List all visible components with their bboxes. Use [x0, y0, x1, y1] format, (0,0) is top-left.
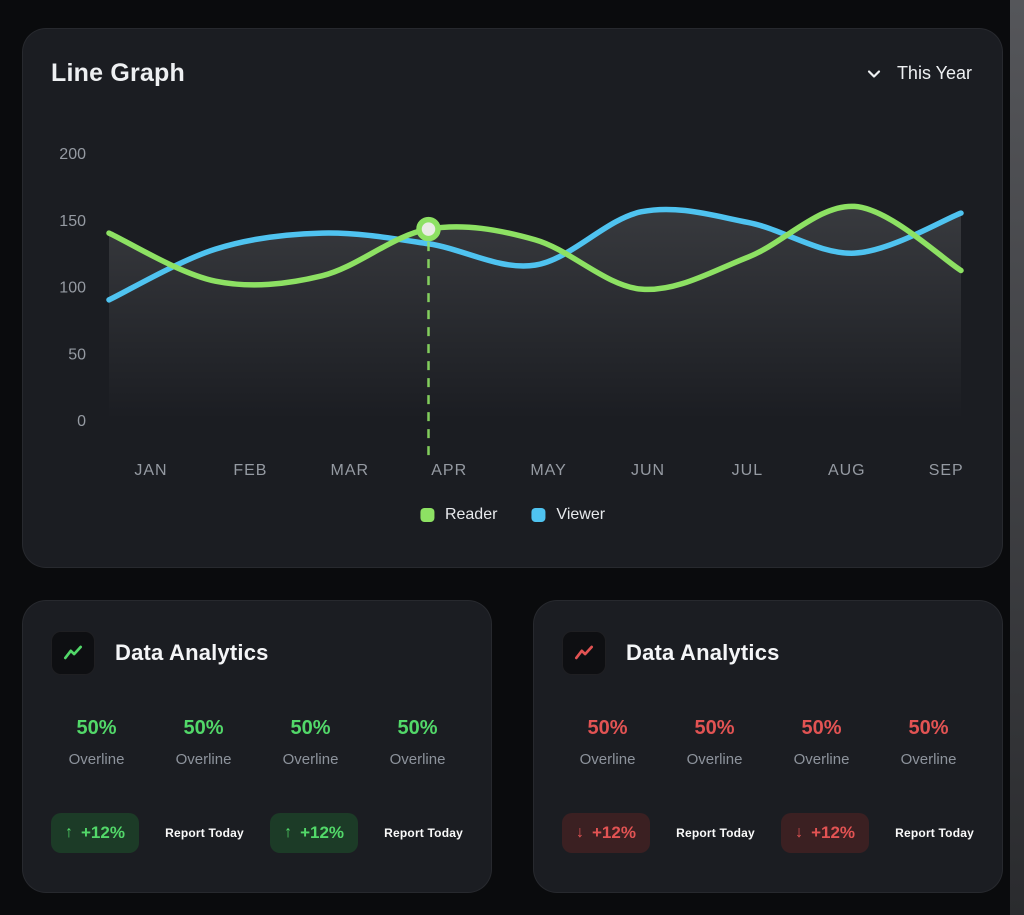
card-footer: ↓ +12% Report Today ↓ +12% Report Today — [562, 813, 974, 853]
stat-value: 50% — [587, 717, 628, 739]
change-badge: ↓ +12% — [781, 813, 870, 853]
stat-label: Overline — [282, 751, 339, 768]
change-badge: ↓ +12% — [562, 813, 650, 853]
arrow-up-icon: ↑ — [65, 824, 73, 841]
legend-item-reader[interactable]: Reader — [419, 506, 498, 524]
line-graph-card: 0 50 100 150 200 JAN FEB MAR APR MAY JUN JUL AUG SEP … — [22, 28, 1003, 568]
x-axis-label: SEP — [929, 462, 964, 479]
y-axis-label: 200 — [59, 146, 86, 163]
stats-row: 50% Overline 50% Overline 50% Overline 5… — [554, 717, 982, 768]
change-badge: ↑ +12% — [270, 813, 359, 853]
report-today-label: Report Today — [165, 826, 244, 840]
card-title: Data Analytics — [626, 640, 780, 665]
card-header: Data Analytics — [51, 631, 269, 675]
chart-legend: Reader Viewer — [419, 506, 605, 524]
stat-value: 50% — [290, 717, 331, 739]
x-axis-label: MAR — [331, 462, 370, 479]
stat-label: Overline — [686, 751, 743, 768]
data-analytics-card-negative: Data Analytics 50% Overline 50% Overline… — [533, 600, 1003, 893]
x-axis-label: AUG — [828, 462, 866, 479]
x-axis-label: MAY — [530, 462, 566, 479]
line-chart: 0 50 100 150 200 JAN FEB MAR APR MAY JUN JUL AUG SEP — [59, 146, 964, 479]
stat-value: 50% — [908, 717, 949, 739]
badge-value: +12% — [592, 823, 636, 842]
report-today-label: Report Today — [676, 826, 755, 840]
stat-value: 50% — [694, 717, 735, 739]
stat-item: 50% Overline — [257, 717, 364, 768]
legend-item-viewer[interactable]: Viewer — [531, 506, 605, 524]
stat-item: 50% Overline — [150, 717, 257, 768]
stat-item: 50% Overline — [43, 717, 150, 768]
stat-label: Overline — [68, 751, 125, 768]
viewer-line — [106, 206, 964, 303]
period-selector-label: This Year — [896, 63, 972, 83]
badge-value: +12% — [811, 823, 856, 842]
stats-row: 50% Overline 50% Overline 50% Overline 5… — [43, 717, 471, 768]
period-selector[interactable]: This Year — [864, 63, 972, 84]
reader-swatch-icon — [419, 508, 434, 522]
chart-title: Line Graph — [51, 59, 185, 87]
arrow-down-icon: ↓ — [795, 824, 804, 841]
card-header: Data Analytics — [562, 631, 780, 675]
stat-value: 50% — [76, 717, 117, 739]
highlight-marker[interactable] — [416, 216, 441, 242]
x-axis-label: FEB — [233, 462, 267, 479]
badge-value: +12% — [81, 823, 125, 842]
y-axis-label: 50 — [68, 346, 86, 363]
badge-value: +12% — [300, 823, 345, 842]
stat-item: 50% Overline — [768, 717, 875, 768]
reader-line — [106, 203, 964, 293]
stat-item: 50% Overline — [875, 717, 982, 768]
stat-item: 50% Overline — [364, 717, 471, 768]
data-analytics-card-positive: Data Analytics 50% Overline 50% Overline… — [22, 600, 492, 893]
arrow-down-icon: ↓ — [576, 824, 584, 841]
x-axis-label: JAN — [134, 462, 167, 479]
stat-label: Overline — [793, 751, 850, 768]
chevron-down-icon — [864, 64, 884, 84]
card-title: Data Analytics — [115, 640, 269, 665]
screen-right-edge — [1010, 0, 1024, 915]
area-fill — [109, 206, 961, 439]
card-footer: ↑ +12% Report Today ↑ +12% Report Today — [51, 813, 463, 853]
x-axis-label: APR — [431, 462, 467, 479]
change-badge: ↑ +12% — [51, 813, 139, 853]
x-axis-label: JUN — [631, 462, 665, 479]
stat-item: 50% Overline — [661, 717, 768, 768]
stat-value: 50% — [397, 717, 438, 739]
stat-value: 50% — [183, 717, 224, 739]
viewer-swatch-icon — [531, 508, 546, 522]
stat-label: Overline — [175, 751, 232, 768]
legend-label: Reader — [444, 506, 498, 523]
legend-label: Viewer — [556, 506, 606, 523]
stat-label: Overline — [579, 751, 636, 768]
y-axis-label: 150 — [59, 213, 86, 230]
arrow-up-icon: ↑ — [284, 824, 293, 841]
trend-up-icon — [51, 631, 95, 675]
stat-label: Overline — [389, 751, 446, 768]
x-axis-label: JUL — [732, 462, 763, 479]
stat-value: 50% — [801, 717, 842, 739]
y-axis-label: 100 — [59, 280, 86, 297]
report-today-label: Report Today — [895, 826, 974, 840]
stat-item: 50% Overline — [554, 717, 661, 768]
trend-down-icon — [562, 631, 606, 675]
y-axis-label: 0 — [77, 413, 86, 430]
report-today-label: Report Today — [384, 826, 463, 840]
stat-label: Overline — [900, 751, 957, 768]
